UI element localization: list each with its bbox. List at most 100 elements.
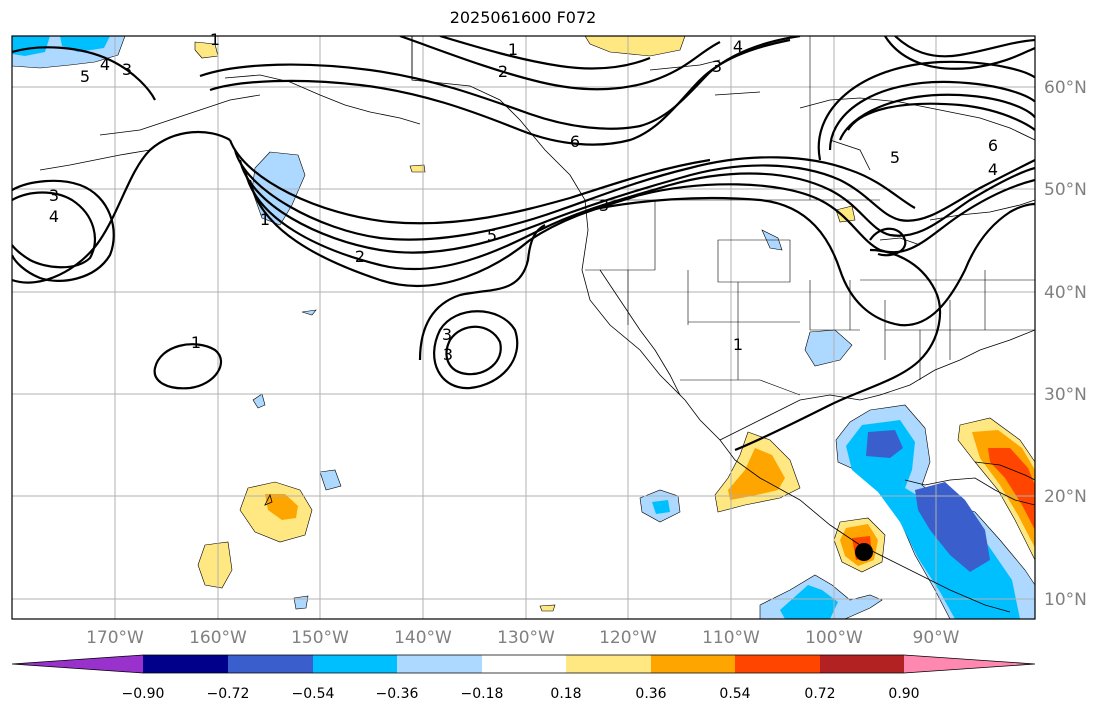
contours bbox=[12, 36, 1035, 452]
contour-line bbox=[238, 159, 1035, 254]
contour-label: 3 bbox=[442, 325, 452, 344]
contour-line bbox=[847, 102, 1035, 131]
border bbox=[717, 239, 791, 283]
contour-line bbox=[399, 36, 721, 91]
shade-blue-dark bbox=[915, 482, 990, 572]
shade-yellow bbox=[584, 36, 686, 57]
contour-line bbox=[869, 227, 907, 257]
shade-red bbox=[988, 448, 1035, 530]
shade-blue-dark bbox=[866, 430, 903, 458]
contour-line bbox=[433, 310, 519, 390]
contour-line bbox=[418, 224, 546, 361]
lon-tick-label: 90°W bbox=[913, 628, 960, 648]
colorbar-tick-label: −0.90 bbox=[122, 686, 165, 702]
contour-line bbox=[12, 46, 156, 101]
contour-label: 3 bbox=[49, 186, 59, 205]
contour-line bbox=[12, 179, 115, 282]
contour-label: 4 bbox=[988, 160, 998, 179]
lon-tick-label: 170°W bbox=[86, 628, 144, 648]
colorbar-segment bbox=[904, 655, 1035, 673]
colorbar-tick-label: −0.72 bbox=[207, 686, 250, 702]
shade-yellow bbox=[409, 164, 426, 173]
contour-label: 1 bbox=[210, 30, 220, 49]
lon-tick-label: 140°W bbox=[394, 628, 452, 648]
lon-tick-label: 100°W bbox=[805, 628, 863, 648]
contour-label: 4 bbox=[100, 55, 110, 74]
border bbox=[809, 280, 860, 331]
contour-line bbox=[12, 191, 96, 269]
shade-yellow bbox=[835, 205, 856, 223]
latitude-labels: 60°N 50°N 40°N 30°N 20°N 10°N bbox=[1044, 78, 1087, 610]
colorbar-segment bbox=[735, 655, 820, 673]
shade-blue-light bbox=[301, 309, 317, 316]
coastline-west bbox=[411, 36, 1011, 613]
kamchatka bbox=[39, 149, 151, 171]
contour-line bbox=[153, 343, 222, 390]
colorbar-segment bbox=[482, 655, 566, 673]
contour-line bbox=[734, 248, 942, 452]
colorbar-segment bbox=[397, 655, 482, 673]
colorbar-segment bbox=[651, 655, 735, 673]
contour-label: 1 bbox=[508, 40, 518, 59]
border bbox=[585, 200, 656, 271]
contour-label: 5 bbox=[487, 226, 497, 245]
shade-blue-light bbox=[293, 595, 309, 610]
coastlines bbox=[39, 36, 1035, 613]
contour-label: 1 bbox=[260, 210, 270, 229]
plot-frame bbox=[11, 35, 1036, 620]
shade-blue bbox=[652, 500, 670, 514]
contour-line bbox=[589, 196, 1035, 327]
contour-line bbox=[228, 139, 711, 225]
colorbar-segment bbox=[228, 655, 313, 673]
contour-label: 6 bbox=[988, 136, 998, 155]
contour-line bbox=[248, 178, 1035, 288]
st-lawrence bbox=[929, 199, 1035, 221]
contour-line bbox=[233, 149, 916, 241]
contour-label: 3 bbox=[712, 57, 722, 76]
colorbar-tick-labels: −0.90 −0.72 −0.54 −0.36 −0.18 0.18 0.36 … bbox=[122, 686, 920, 702]
shade-orange bbox=[728, 448, 785, 500]
contour-line bbox=[439, 36, 651, 70]
great-lakes bbox=[879, 237, 921, 246]
lon-tick-label: 160°W bbox=[189, 628, 247, 648]
colorbar-tick-label: −0.18 bbox=[461, 686, 504, 702]
colorbar-tick-label: −0.54 bbox=[292, 686, 335, 702]
contour-label: 4 bbox=[733, 37, 743, 56]
coast-detail bbox=[649, 59, 721, 71]
colorbar-segment bbox=[143, 655, 228, 673]
hawaii bbox=[264, 493, 273, 506]
colorbar-segment bbox=[12, 655, 143, 673]
lat-tick-label: 10°N bbox=[1044, 590, 1087, 610]
lon-tick-label: 120°W bbox=[599, 628, 657, 648]
colorbar-tick-label: 0.54 bbox=[719, 686, 750, 702]
contour-label: 3 bbox=[122, 60, 132, 79]
contour-line bbox=[199, 36, 801, 130]
storm-center-marker bbox=[855, 543, 873, 561]
lon-tick-label: 130°W bbox=[497, 628, 555, 648]
shade-blue-light bbox=[319, 469, 342, 491]
contour-label: 2 bbox=[355, 247, 365, 266]
shaded-regions bbox=[12, 36, 1035, 619]
us-mexico-border bbox=[680, 379, 801, 396]
lat-tick-label: 30°N bbox=[1044, 385, 1087, 405]
contour-label: 6 bbox=[570, 132, 580, 151]
contour-label: 1 bbox=[191, 333, 201, 352]
shade-blue bbox=[12, 36, 50, 56]
shade-yellow bbox=[539, 604, 556, 612]
aleutian-chain bbox=[99, 94, 261, 136]
contour-line bbox=[209, 38, 791, 146]
contour-label: 5 bbox=[890, 148, 900, 167]
colorbar-tick-label: 0.72 bbox=[804, 686, 835, 702]
map-title: 2025061600 F072 bbox=[449, 8, 597, 27]
shade-yellow bbox=[194, 41, 219, 59]
contour-line bbox=[838, 93, 1035, 141]
lat-tick-label: 60°N bbox=[1044, 78, 1087, 98]
contour-label: 3 bbox=[599, 196, 609, 215]
yucatan-coast bbox=[904, 477, 1035, 506]
contour-line bbox=[12, 130, 231, 284]
colorbar-tick-label: 0.90 bbox=[888, 686, 919, 702]
longitude-labels: 170°W 160°W 150°W 140°W 130°W 120°W 110°… bbox=[86, 628, 960, 648]
hudson-bay bbox=[799, 97, 1035, 141]
contour-line bbox=[828, 80, 1035, 151]
contour-label: 1 bbox=[733, 335, 743, 354]
